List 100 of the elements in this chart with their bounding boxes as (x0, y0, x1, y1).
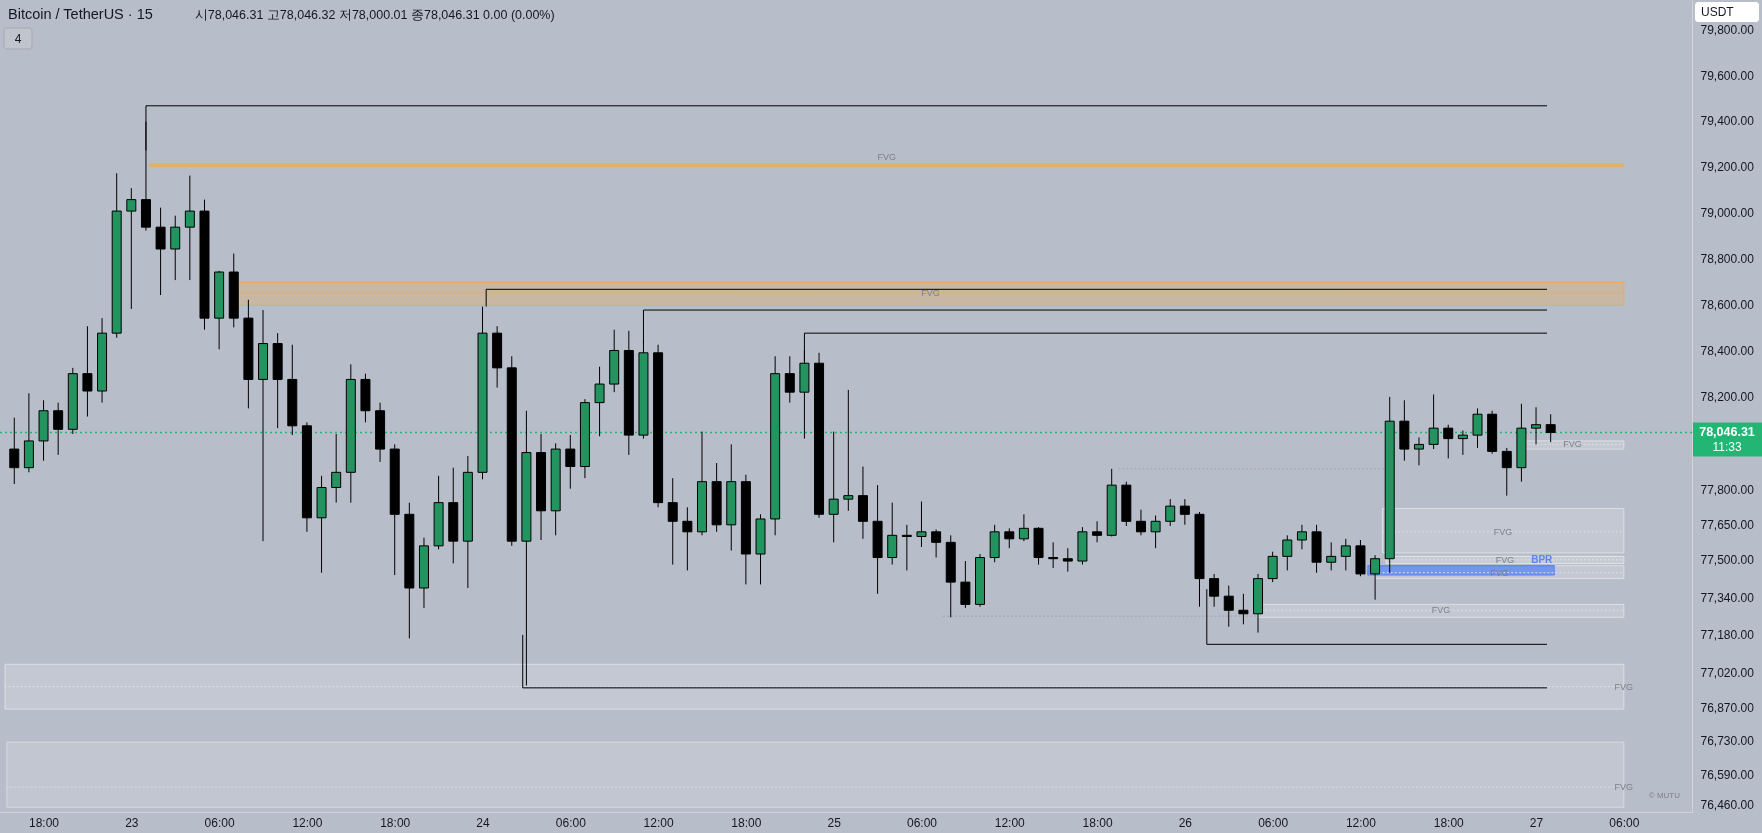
series-label: FVG (1431, 605, 1451, 616)
candlestick (565, 434, 576, 490)
candlestick (155, 207, 166, 296)
candlestick (931, 528, 942, 559)
candlestick (1092, 520, 1103, 543)
y-tick-label: 79,400.00 (1700, 114, 1755, 129)
candlestick (784, 355, 795, 404)
candlestick (1282, 534, 1293, 571)
candlestick (1340, 538, 1351, 571)
y-tick-label: 79,800.00 (1700, 23, 1755, 38)
candlestick (667, 477, 678, 566)
series-label: FVG (1563, 439, 1582, 450)
series-label: FVG (1490, 567, 1509, 578)
candlestick (1413, 436, 1424, 466)
candlestick (1501, 447, 1512, 497)
candlestick (682, 506, 693, 571)
y-tick-label: 76,870.00 (1700, 701, 1755, 716)
candlestick (53, 402, 64, 456)
x-tick-label: 23 (125, 815, 139, 830)
x-tick-label: 24 (476, 815, 490, 830)
y-tick-label: 77,500.00 (1700, 553, 1755, 568)
y-tick-label: 79,200.00 (1700, 159, 1755, 174)
x-tick-label: 06:00 (1258, 815, 1289, 830)
series-label: FVG (1614, 681, 1634, 692)
x-tick-label: 12:00 (643, 815, 674, 830)
candlestick (1296, 524, 1307, 550)
candlestick (1531, 406, 1542, 445)
series-label: FVG (1493, 526, 1513, 537)
candlestick (1267, 551, 1278, 583)
series-label: FVG (921, 287, 940, 298)
candlestick (1179, 498, 1190, 526)
candlestick (1223, 585, 1234, 628)
candlestick (901, 524, 912, 571)
text: USDT (1701, 5, 1735, 19)
candlestick (887, 502, 898, 566)
y-tick-label: 78,800.00 (1700, 251, 1755, 266)
candlestick (960, 560, 971, 609)
y-tick-label: 78,400.00 (1700, 344, 1755, 358)
chart-title: Bitcoin / TetherUS · 15 (8, 6, 153, 22)
annotation: © MUTU (1648, 791, 1681, 800)
y-tick-label: 77,020.00 (1700, 666, 1755, 681)
x-tick-label: 27 (1529, 815, 1544, 830)
series-label: BPR (1531, 553, 1554, 565)
x-tick-label: 18:00 (1433, 815, 1465, 830)
text: 11:33 (1712, 440, 1742, 455)
candlestick (1135, 509, 1146, 536)
x-tick-label: 12:00 (1345, 815, 1377, 830)
candlestick (1472, 407, 1483, 449)
candlestick (1150, 514, 1161, 549)
candlestick (916, 500, 927, 548)
annotation: 시78,046.31 고78,046.32 저78,000.01 종78,046.31 0.00 (0.00%) (194, 8, 555, 22)
x-tick-label: 25 (827, 815, 842, 830)
candlestick (1062, 547, 1073, 573)
x-tick-label: 12:00 (292, 815, 323, 830)
annotation: 4 (14, 31, 22, 46)
candlestick (1428, 394, 1439, 450)
candlestick (9, 417, 20, 485)
y-tick-label: 77,180.00 (1700, 628, 1755, 643)
candlestick (594, 366, 605, 437)
x-tick-label: 18:00 (731, 815, 762, 830)
candlestick (1443, 424, 1454, 459)
candlestick (1238, 593, 1249, 625)
candlestick (1018, 513, 1029, 542)
y-tick-label: 79,600.00 (1700, 68, 1755, 83)
candlestick (126, 187, 137, 310)
x-tick-label: 06:00 (555, 815, 587, 830)
y-tick-label: 76,460.00 (1700, 798, 1755, 813)
y-tick-label: 78,600.00 (1700, 297, 1755, 312)
candlestick (1165, 498, 1176, 527)
y-tick-label: 77,650.00 (1700, 518, 1755, 533)
x-tick-label: 06:00 (906, 815, 938, 830)
candlestick (1545, 413, 1556, 443)
x-tick-label: 06:00 (204, 815, 235, 830)
x-tick-label: 18:00 (29, 815, 60, 830)
ref-line-label: 78,046.31 (1699, 425, 1755, 440)
y-tick-label: 77,340.00 (1700, 590, 1755, 605)
candlestick (82, 325, 93, 418)
candlestick (828, 431, 839, 543)
candlestick (1370, 554, 1381, 601)
y-tick-label: 77,800.00 (1700, 483, 1755, 498)
y-tick-label: 79,000.00 (1700, 205, 1755, 220)
x-tick-label: 18:00 (1082, 815, 1113, 830)
candlestick (1457, 429, 1468, 456)
y-tick-label: 78,200.00 (1700, 390, 1755, 405)
series-label: FVG (1495, 554, 1515, 565)
candlestick (1209, 573, 1220, 608)
x-tick-label: 26 (1178, 815, 1193, 830)
candlestick (1004, 527, 1015, 549)
candlestick (1326, 541, 1337, 571)
candlestick (331, 433, 342, 504)
series-label: FVG (1614, 782, 1634, 793)
x-tick-label: 06:00 (1609, 815, 1640, 830)
candlestick (184, 175, 195, 281)
candlestick (1048, 541, 1059, 569)
candlestick (843, 389, 854, 512)
y-tick-label: 76,590.00 (1700, 767, 1755, 782)
y-tick-label: 76,730.00 (1700, 734, 1755, 749)
candlestick (170, 215, 181, 281)
x-tick-label: 12:00 (994, 815, 1026, 830)
x-tick-label: 18:00 (380, 815, 411, 830)
